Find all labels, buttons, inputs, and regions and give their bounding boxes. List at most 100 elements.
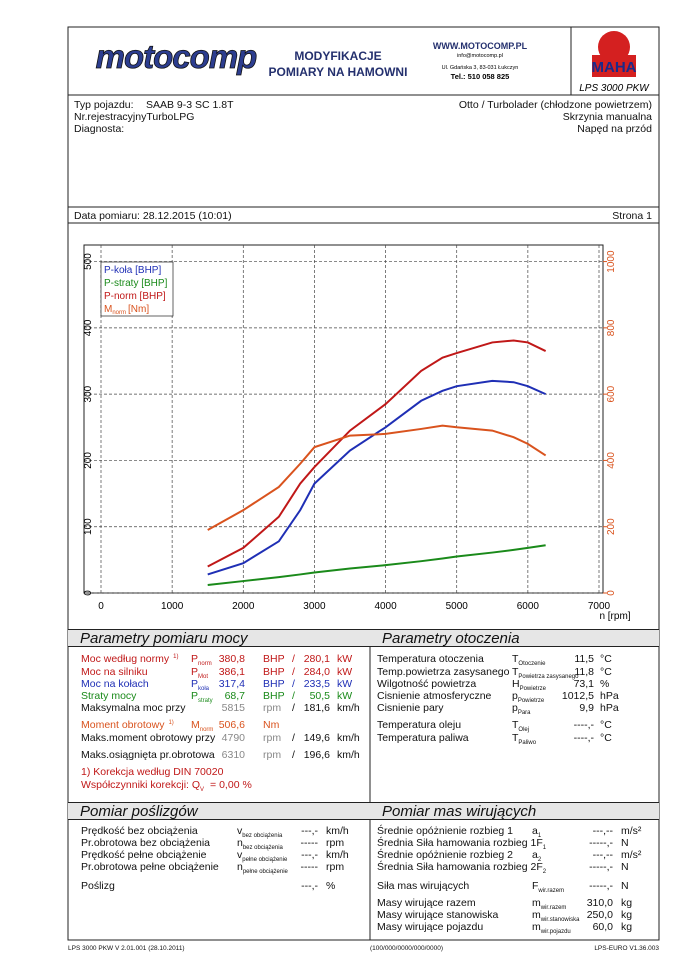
- row-val: 11,8: [574, 666, 594, 678]
- row-sep: /: [292, 690, 295, 702]
- row-unit: °C: [600, 719, 612, 731]
- row-symbol: H: [512, 678, 520, 690]
- row-label: Masy wirujące pojazdu: [377, 921, 484, 933]
- table-row: Moment obrotowy 1) Mnorm 506,6 Nm: [0, 719, 679, 733]
- row-label-sub: 2: [542, 869, 547, 876]
- row-sep: /: [292, 653, 295, 665]
- legend-entry: P-straty [BHP]: [104, 278, 168, 289]
- row-label-group: Masy wirujące stanowiska: [377, 909, 498, 921]
- row-unit: kg: [621, 897, 633, 909]
- engine: Otto / Turbolader (chłodzone powietrzem): [458, 99, 652, 111]
- row-label: Siła mas wirujących: [377, 880, 470, 892]
- row-symbol-sub: norm: [198, 661, 212, 668]
- row-label-group: Temperatura oleju: [377, 719, 461, 731]
- row-label: Prędkość bez obciążenia: [81, 825, 198, 837]
- table-row: Masy wirujące stanowiska mwir.stanowiska 2…: [0, 909, 679, 923]
- x-tick-label: 2000: [232, 601, 255, 612]
- row-label: Straty mocy: [81, 690, 137, 702]
- row-symbol-sub: wir.razem: [538, 888, 565, 895]
- row-symbol-sub: Powietrze: [517, 698, 545, 705]
- row-val: 310,0: [586, 897, 613, 909]
- row-val: 11,5: [574, 653, 594, 665]
- row-label: Maks.moment obrotowy przy: [81, 732, 216, 744]
- page-frame: [67, 26, 660, 941]
- row-symbol-group: HPowietrze: [512, 678, 546, 693]
- row-val: -----,-: [589, 880, 613, 892]
- label: Typ pojazdu:: [74, 99, 134, 111]
- row-val: -----,-: [589, 837, 613, 849]
- row-unit: rpm: [326, 837, 345, 849]
- row-val: 250,0: [586, 909, 613, 921]
- row-symbol-sub: Powietrze: [519, 686, 546, 693]
- row-symbol: m: [532, 909, 541, 921]
- row-label-group: Wilgotność powietrza: [377, 678, 476, 690]
- row-unit: km/h: [326, 825, 349, 837]
- row-unit: hPa: [600, 702, 619, 714]
- row-u2: kW: [337, 678, 353, 690]
- row-label: Masy wirujące razem: [377, 897, 476, 909]
- series-line: [207, 339, 547, 568]
- row-sep: /: [292, 732, 295, 744]
- row-sep: /: [292, 666, 295, 678]
- row-label-group: Masy wirujące pojazdu: [377, 921, 483, 933]
- row-symbol: T: [512, 666, 519, 678]
- section-title: Parametry otoczenia: [370, 629, 659, 647]
- row-label-group: Moc na kołach: [81, 678, 149, 690]
- device-name: LPS 3000 PKW: [579, 83, 650, 94]
- table-row: Prędkość bez obciążenia vbez obciążenia --…: [0, 825, 679, 839]
- row-symbol-group: npełne obciążenie: [237, 861, 288, 875]
- table-row: Średnia Siła hamowania rozbieg 2F2 -----,…: [0, 861, 679, 876]
- row-u2: kW: [337, 690, 353, 702]
- x-tick-label: 4000: [374, 601, 397, 612]
- row-symbol: T: [512, 653, 519, 665]
- diagnostician: Diagnosta:: [74, 123, 125, 135]
- row-label-sub: 1: [542, 845, 547, 852]
- legend-name: P-straty [BHP]: [104, 278, 168, 289]
- y-tick-label: 500: [83, 253, 94, 270]
- row-symbol: P: [191, 666, 199, 678]
- row-u2: km/h: [337, 702, 360, 714]
- table-row: Siła mas wirujących Fwir.razem -----,- N: [0, 880, 679, 895]
- row-val: -----,-: [589, 861, 613, 873]
- row-label-group: Moc według normy 1): [81, 653, 178, 665]
- row-symbol-sub: Olej: [518, 727, 530, 734]
- drive: Napęd na przód: [577, 123, 652, 135]
- table-row: Średnie opóżnienie rozbieg 2 a2 ---,-- m/s²: [0, 849, 679, 863]
- page-number: Strona 1: [612, 210, 652, 222]
- row-label: Masy wirujące stanowiska: [377, 909, 499, 921]
- row-symbol: v: [237, 825, 243, 837]
- table-row: Poślizg ---,-%: [0, 880, 679, 892]
- row-symbol-group: pPara: [512, 702, 531, 716]
- y-tick-label: 100: [83, 518, 94, 535]
- table-row: Moc na kołach Pkoła 317,4 BHP / 233,5 kW: [0, 678, 679, 692]
- legend-name: M: [104, 304, 112, 315]
- row-val: 60,0: [592, 921, 613, 933]
- row-v2: 280,1: [303, 653, 330, 665]
- row-label: Średnia Siła hamowania rozbieg 1F: [377, 837, 543, 849]
- series-line: [207, 379, 547, 576]
- row-u1: rpm: [263, 749, 282, 761]
- series-line: [207, 544, 546, 587]
- table-row: Maks.moment obrotowy przy 4790 rpm / 149,6 km…: [0, 732, 679, 744]
- row-symbol-sub: wir.pojazdu: [540, 929, 571, 936]
- table-row: Moc według normy 1) Pnorm 380,8 BHP / 280,1 kW: [0, 653, 679, 668]
- row-label-group: Straty mocy: [81, 690, 136, 702]
- row-symbol-sub: Otoczenie: [518, 661, 546, 668]
- table-row: Pr.obrotowa pełne obciążenie npełne obcią…: [0, 861, 679, 875]
- footer: LPS-EURO V1.36.003: [594, 945, 659, 952]
- row-u2: kW: [337, 666, 353, 678]
- row-unit: rpm: [326, 861, 345, 873]
- row-label: 1) Korekcja według DIN 70020: [81, 766, 224, 778]
- row-symbol-sub: straty: [198, 698, 213, 705]
- row-label-group: Maksymalna moc przy: [81, 702, 185, 714]
- gearbox: Skrzynia manualna: [562, 111, 652, 123]
- row-unit: °C: [600, 653, 612, 665]
- row-label-group: Temperatura otoczenia: [377, 653, 484, 665]
- row-u1: BHP: [263, 678, 285, 690]
- y-tick-label: 200: [83, 452, 94, 469]
- x-tick-label: 7000: [588, 601, 611, 612]
- row-symbol: a: [532, 825, 538, 837]
- table-row: Wilgotność powietrza HPowietrze 73,1%: [0, 678, 679, 693]
- row-val: -----: [300, 861, 318, 873]
- row-label-group: Maks.moment obrotowy przy: [81, 732, 215, 744]
